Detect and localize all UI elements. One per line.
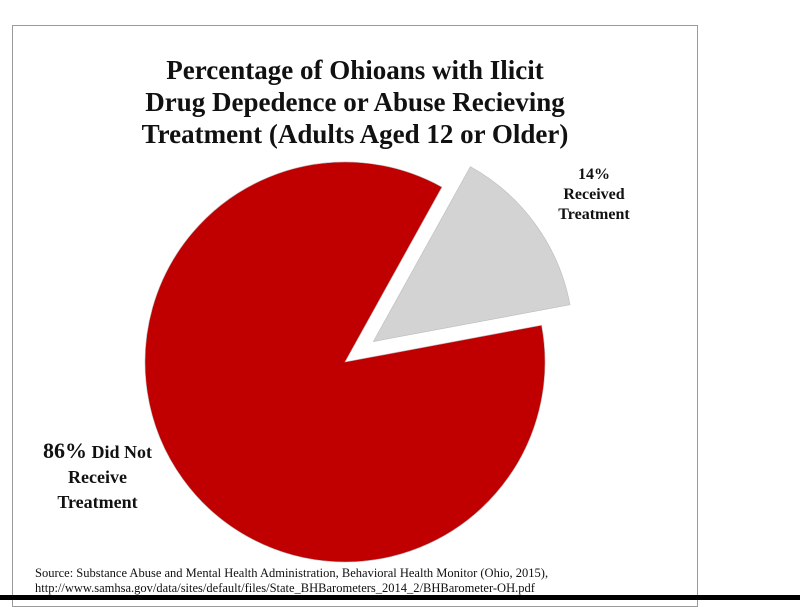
bottom-bar <box>0 595 800 600</box>
title-line: Percentage of Ohioans with Ilicit <box>166 55 544 85</box>
source-url: http://www.samhsa.gov/data/sites/default… <box>35 581 535 595</box>
title-line: Treatment (Adults Aged 12 or Older) <box>141 119 569 149</box>
chart-title: Percentage of Ohioans with Ilicit Drug D… <box>12 54 698 150</box>
pie-slice <box>144 161 546 563</box>
category-label: Received Treatment <box>558 186 630 223</box>
slice-label: 14% Received Treatment <box>540 165 648 225</box>
slice-label: 86% Did Not Receive Treatment <box>35 438 160 515</box>
value-label: 86% <box>42 438 87 463</box>
source-text: Source: Substance Abuse and Mental Healt… <box>35 566 549 580</box>
category-label: Did Not Receive Treatment <box>57 442 152 512</box>
pie-slice <box>372 166 571 342</box>
value-label: 14% <box>578 166 610 183</box>
title-line: Drug Depedence or Abuse Recieving <box>145 87 565 117</box>
